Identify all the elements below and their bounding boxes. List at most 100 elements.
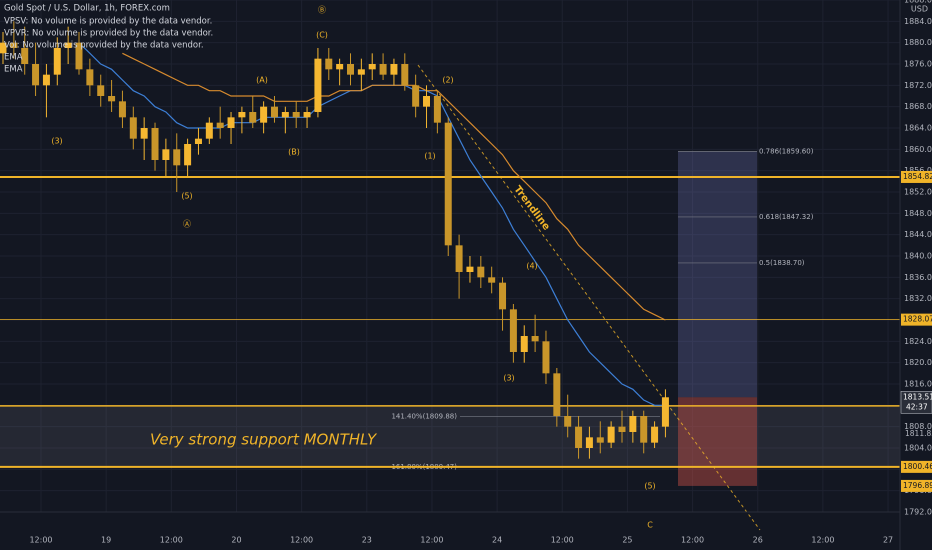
price-tag	[901, 479, 932, 492]
price-tag-label: 1800.46	[903, 462, 932, 471]
candle-body	[325, 58, 333, 70]
candle-body	[542, 341, 550, 374]
candle-body	[629, 416, 637, 432]
candle-body	[553, 373, 561, 416]
y-tick-label: 1808.00	[904, 422, 932, 431]
candle-body	[281, 112, 289, 118]
fib-label: 0.5(1838.70)	[759, 259, 805, 267]
candle-body	[227, 117, 235, 128]
candle-body	[346, 64, 354, 75]
y-tick-label: 1836.00	[904, 273, 932, 282]
countdown: 42:37	[906, 402, 928, 411]
candle-body	[357, 69, 365, 75]
candle-body	[455, 245, 463, 272]
y-tick-label: 1820.00	[904, 358, 932, 367]
candle-body	[10, 42, 18, 48]
x-tick-label: 25	[622, 536, 632, 545]
candle-body	[423, 96, 431, 107]
y-tick-label: 1840.00	[904, 252, 932, 261]
candle-body	[477, 266, 485, 278]
candle-body	[86, 69, 94, 86]
wave-label: Ⓐ	[183, 220, 191, 229]
price-label: 1811.85	[905, 429, 932, 438]
candle-body	[499, 282, 507, 310]
price-tag	[900, 391, 932, 414]
candle-body	[108, 96, 116, 102]
price-tag	[901, 313, 932, 326]
candle-body	[640, 416, 648, 443]
candle-body	[444, 122, 452, 246]
x-tick-label: 26	[753, 536, 763, 545]
x-tick-label: 12:00	[811, 536, 834, 545]
wave-label: (2)	[442, 76, 453, 85]
candle-body	[0, 42, 7, 54]
legend-line: VPVR: No volume is provided by the data …	[4, 29, 213, 39]
x-tick-label: 12:00	[160, 536, 183, 545]
candle-body	[64, 42, 72, 48]
candle-body	[184, 144, 192, 166]
price-tag	[901, 460, 932, 473]
candle-body	[21, 48, 29, 64]
candle-body	[205, 122, 213, 139]
candle-body	[651, 426, 659, 443]
candle-body	[249, 112, 257, 123]
candle-body	[412, 85, 420, 107]
candle-body	[585, 437, 593, 448]
candle-body	[292, 112, 300, 118]
candle-body	[390, 64, 398, 75]
candle-body	[42, 74, 50, 86]
price-tag	[901, 170, 932, 183]
y-tick-label: 1868.00	[904, 102, 932, 111]
legend-line: VPSV: No volume is provided by the data …	[4, 17, 212, 27]
candle-body	[379, 64, 387, 75]
ext-label: 141.40%(1809.88)	[391, 413, 457, 421]
candle-body	[564, 416, 572, 427]
legend-line: EMA	[4, 65, 23, 75]
price-tag-label: 1813.51	[903, 392, 932, 401]
x-tick-label: 24	[492, 536, 502, 545]
x-tick-label: 12:00	[681, 536, 704, 545]
target-zone	[678, 151, 757, 398]
y-tick-label: 1880.00	[904, 38, 932, 47]
candle-body	[270, 106, 278, 118]
x-tick-label: 20	[231, 536, 241, 545]
candle-body	[466, 266, 474, 272]
y-tick-label: 1816.00	[904, 380, 932, 389]
price-tag-label: 1796.89	[903, 481, 932, 490]
price-tag-label: 1828.07	[903, 315, 932, 324]
fib-label: 0.618(1847.32)	[759, 213, 814, 221]
x-tick-label: 19	[101, 536, 111, 545]
candle-body	[140, 128, 148, 139]
wave-label: (A)	[256, 76, 268, 85]
y-tick-label: 1876.00	[904, 60, 932, 69]
candle-body	[509, 309, 517, 352]
x-tick-label: 12:00	[551, 536, 574, 545]
price-tag-label: 1854.82	[903, 172, 932, 181]
wave-label: (3)	[503, 374, 514, 383]
candle-body	[173, 149, 181, 166]
candle-body	[303, 112, 311, 118]
x-tick-label: 12:00	[29, 536, 52, 545]
candle-body	[433, 96, 441, 123]
y-tick-label: 1888.00	[904, 0, 932, 5]
candle-body	[53, 48, 61, 75]
candle-body	[151, 128, 159, 160]
candle-body	[194, 138, 202, 144]
candle-body	[520, 336, 528, 352]
wave-label: C	[647, 521, 653, 530]
y-tick-label: 1856.00	[904, 166, 932, 175]
y-tick-label: 1804.00	[904, 444, 932, 453]
y-tick-label: 1848.00	[904, 209, 932, 218]
x-tick-label: 23	[362, 536, 372, 545]
wave-label: (1)	[424, 152, 435, 161]
y-tick-label: 1824.00	[904, 337, 932, 346]
y-tick-label: 1852.00	[904, 188, 932, 197]
y-tick-label: 1844.00	[904, 230, 932, 239]
price-axis	[900, 0, 932, 550]
support-zone	[0, 405, 900, 467]
x-tick-label: 12:00	[290, 536, 313, 545]
y-tick-label: 1872.00	[904, 81, 932, 90]
candle-body	[368, 64, 376, 70]
candle-body	[238, 112, 246, 118]
